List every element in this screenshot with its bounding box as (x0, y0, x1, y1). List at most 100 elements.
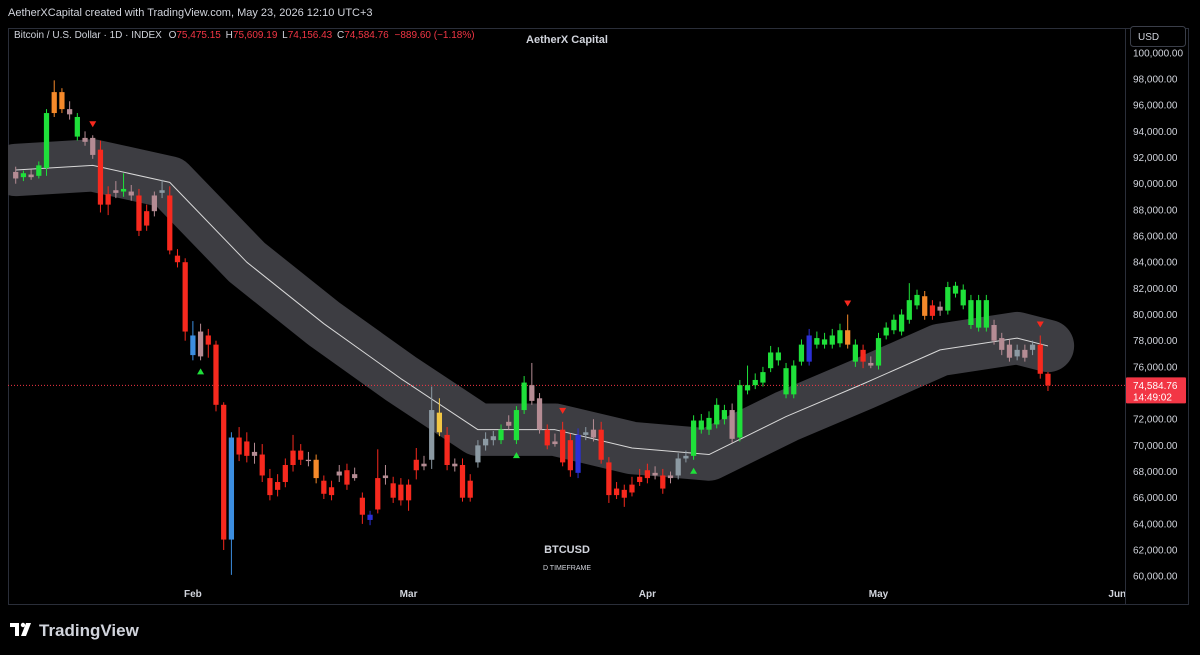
candle-body (667, 475, 674, 479)
candle-body (367, 514, 373, 520)
candle-body (606, 462, 612, 496)
candle-body (683, 455, 689, 459)
chart-title: AetherX Capital (526, 34, 608, 46)
candle-body (413, 459, 419, 471)
candle-body (444, 434, 450, 466)
attribution: AetherXCapital created with TradingView.… (8, 7, 373, 19)
brand-name: TradingView (39, 621, 140, 640)
candle-body (721, 410, 728, 420)
candle-body (452, 463, 458, 467)
candle-body (105, 194, 111, 205)
candle-body (459, 465, 466, 498)
candle-body (629, 484, 635, 493)
candle-body (914, 294, 920, 306)
candle-body (952, 285, 959, 294)
currency-button[interactable] (1130, 26, 1186, 47)
candle-body (490, 436, 496, 441)
candle-body (382, 475, 389, 479)
candle-body (28, 174, 34, 178)
buy-signal (197, 368, 205, 375)
candle-body (883, 327, 889, 336)
candle-body (74, 116, 80, 137)
close-value: 74,584.76 (344, 30, 389, 41)
candle-body (275, 482, 281, 490)
candle-body (637, 476, 643, 483)
countdown-label: 14:49:02 (1133, 392, 1172, 403)
y-tick-label: 60,000.00 (1133, 572, 1178, 583)
candle-body (968, 300, 974, 326)
candle-body (359, 497, 365, 515)
last-price-label: 74,584.76 (1133, 381, 1178, 392)
candle-body (613, 488, 620, 496)
candle-body (698, 420, 704, 430)
candle-body (744, 385, 751, 391)
candle-body (390, 483, 396, 498)
x-tick-label: Apr (639, 589, 656, 600)
candle-body (945, 287, 951, 311)
candle-body (814, 338, 820, 345)
candle-body (868, 362, 874, 366)
candle-body (706, 417, 712, 430)
candle-body (305, 459, 312, 462)
candle-body (875, 338, 882, 366)
candle-body (999, 338, 1005, 350)
candle-body (251, 451, 258, 456)
candle-body (752, 379, 758, 386)
candle-body (244, 441, 250, 456)
candle-body (498, 429, 504, 441)
open-label: O (169, 30, 177, 41)
candle-body (290, 450, 296, 466)
candle-body (598, 429, 604, 460)
candle-body (567, 440, 573, 471)
candle-body (352, 474, 358, 479)
candle-body (1006, 344, 1013, 358)
logo-slash (21, 623, 31, 636)
y-tick-label: 92,000.00 (1133, 153, 1178, 164)
logo-dot (20, 622, 26, 628)
candle-body (976, 300, 982, 328)
candle-body (560, 429, 566, 463)
candle-body (321, 480, 327, 494)
candle-body (837, 330, 843, 344)
plot-area (8, 80, 1125, 575)
candle-body (1037, 344, 1043, 374)
candle-body (59, 92, 65, 110)
candle-body (20, 173, 27, 178)
close-label: C (337, 30, 344, 41)
candle-body (621, 489, 627, 498)
candle-body (174, 255, 181, 263)
candle-body (421, 463, 427, 467)
candle-body (1029, 344, 1036, 350)
change: −889.60 (−1.18%) (395, 30, 475, 41)
high-value: 75,609.19 (233, 30, 278, 41)
candle-body (690, 420, 697, 456)
candle-body (898, 314, 905, 332)
candle-body (660, 475, 666, 489)
candle-body (151, 195, 157, 212)
candle-body (906, 300, 912, 320)
y-tick-label: 86,000.00 (1133, 232, 1178, 243)
candle-body (482, 438, 489, 446)
open-value: 75,475.15 (176, 30, 221, 41)
candle-body (259, 454, 265, 476)
candle-body (190, 335, 196, 356)
candle-body (128, 191, 134, 196)
candle-body (891, 319, 897, 331)
candle-body (768, 352, 774, 369)
candle-body (298, 450, 304, 460)
candle-body (821, 339, 828, 345)
candle-body (929, 305, 936, 316)
watermark: BTCUSD (544, 544, 590, 556)
currency-label[interactable]: USD (1138, 32, 1159, 43)
low-label: L (282, 30, 288, 41)
candle-body (791, 365, 797, 395)
candle-body (806, 335, 812, 362)
candle-body (375, 478, 381, 510)
logo-mark (10, 623, 19, 636)
candle-body (583, 432, 589, 435)
candle-body (467, 480, 473, 498)
y-tick-label: 70,000.00 (1133, 441, 1178, 452)
y-tick-label: 68,000.00 (1133, 467, 1178, 478)
